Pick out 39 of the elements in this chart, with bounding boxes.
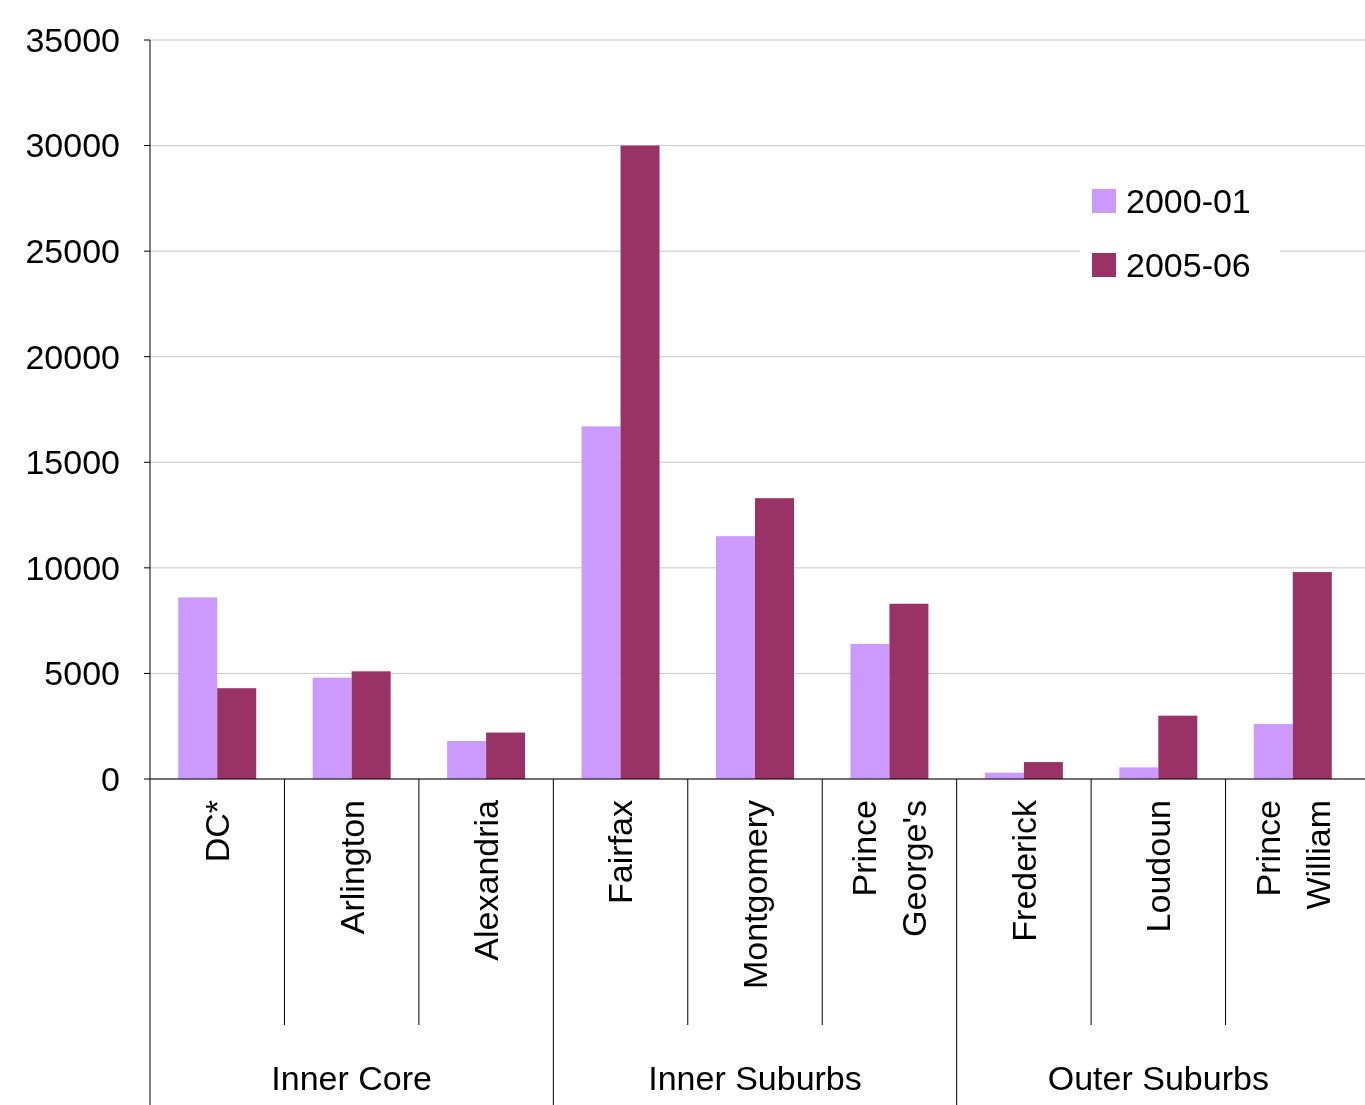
y-tick-label: 0 xyxy=(101,759,120,798)
bar xyxy=(755,498,794,779)
bar xyxy=(178,597,218,779)
bar xyxy=(1023,762,1063,779)
y-tick-label: 30000 xyxy=(25,126,120,165)
text: Inner Suburbs xyxy=(648,1058,862,1097)
y-tick-label: 10000 xyxy=(25,548,120,587)
x-tick-label: Prince William xyxy=(1248,800,1337,910)
bar xyxy=(716,536,755,779)
bar xyxy=(581,426,621,779)
y-tick-label: 25000 xyxy=(25,232,120,271)
bar xyxy=(889,603,929,779)
bar xyxy=(1119,767,1159,779)
text: Inner Core xyxy=(271,1058,432,1097)
bar xyxy=(447,740,487,779)
bar xyxy=(217,688,257,779)
x-tick-label: Frederick xyxy=(1004,799,1043,942)
bar xyxy=(486,732,526,779)
y-tick-label: 5000 xyxy=(44,654,120,693)
x-tick-label: Montgomery xyxy=(735,800,774,989)
x-tick-label: Fairfax xyxy=(601,800,640,904)
y-tick-label: 20000 xyxy=(25,337,120,376)
bar xyxy=(1292,572,1332,779)
legend-label: 2000-01 xyxy=(1126,181,1251,220)
x-tick-label: Loudoun xyxy=(1139,800,1178,933)
x-tick-label: DC* xyxy=(198,800,237,863)
x-tick-label: Alexandria xyxy=(467,799,506,961)
bar xyxy=(312,677,352,779)
bar xyxy=(1253,724,1293,779)
x-tick-label: Prince George's xyxy=(845,800,934,937)
bar xyxy=(850,643,890,779)
y-tick-label: 15000 xyxy=(25,443,120,482)
bar xyxy=(620,145,660,779)
y-tick-label: 35000 xyxy=(25,20,120,59)
bar xyxy=(351,671,391,779)
bar xyxy=(1158,715,1198,779)
text: Outer Suburbs xyxy=(1047,1058,1269,1097)
legend-label: 2005-06 xyxy=(1126,245,1251,284)
x-tick-label: Arlington xyxy=(332,800,371,935)
